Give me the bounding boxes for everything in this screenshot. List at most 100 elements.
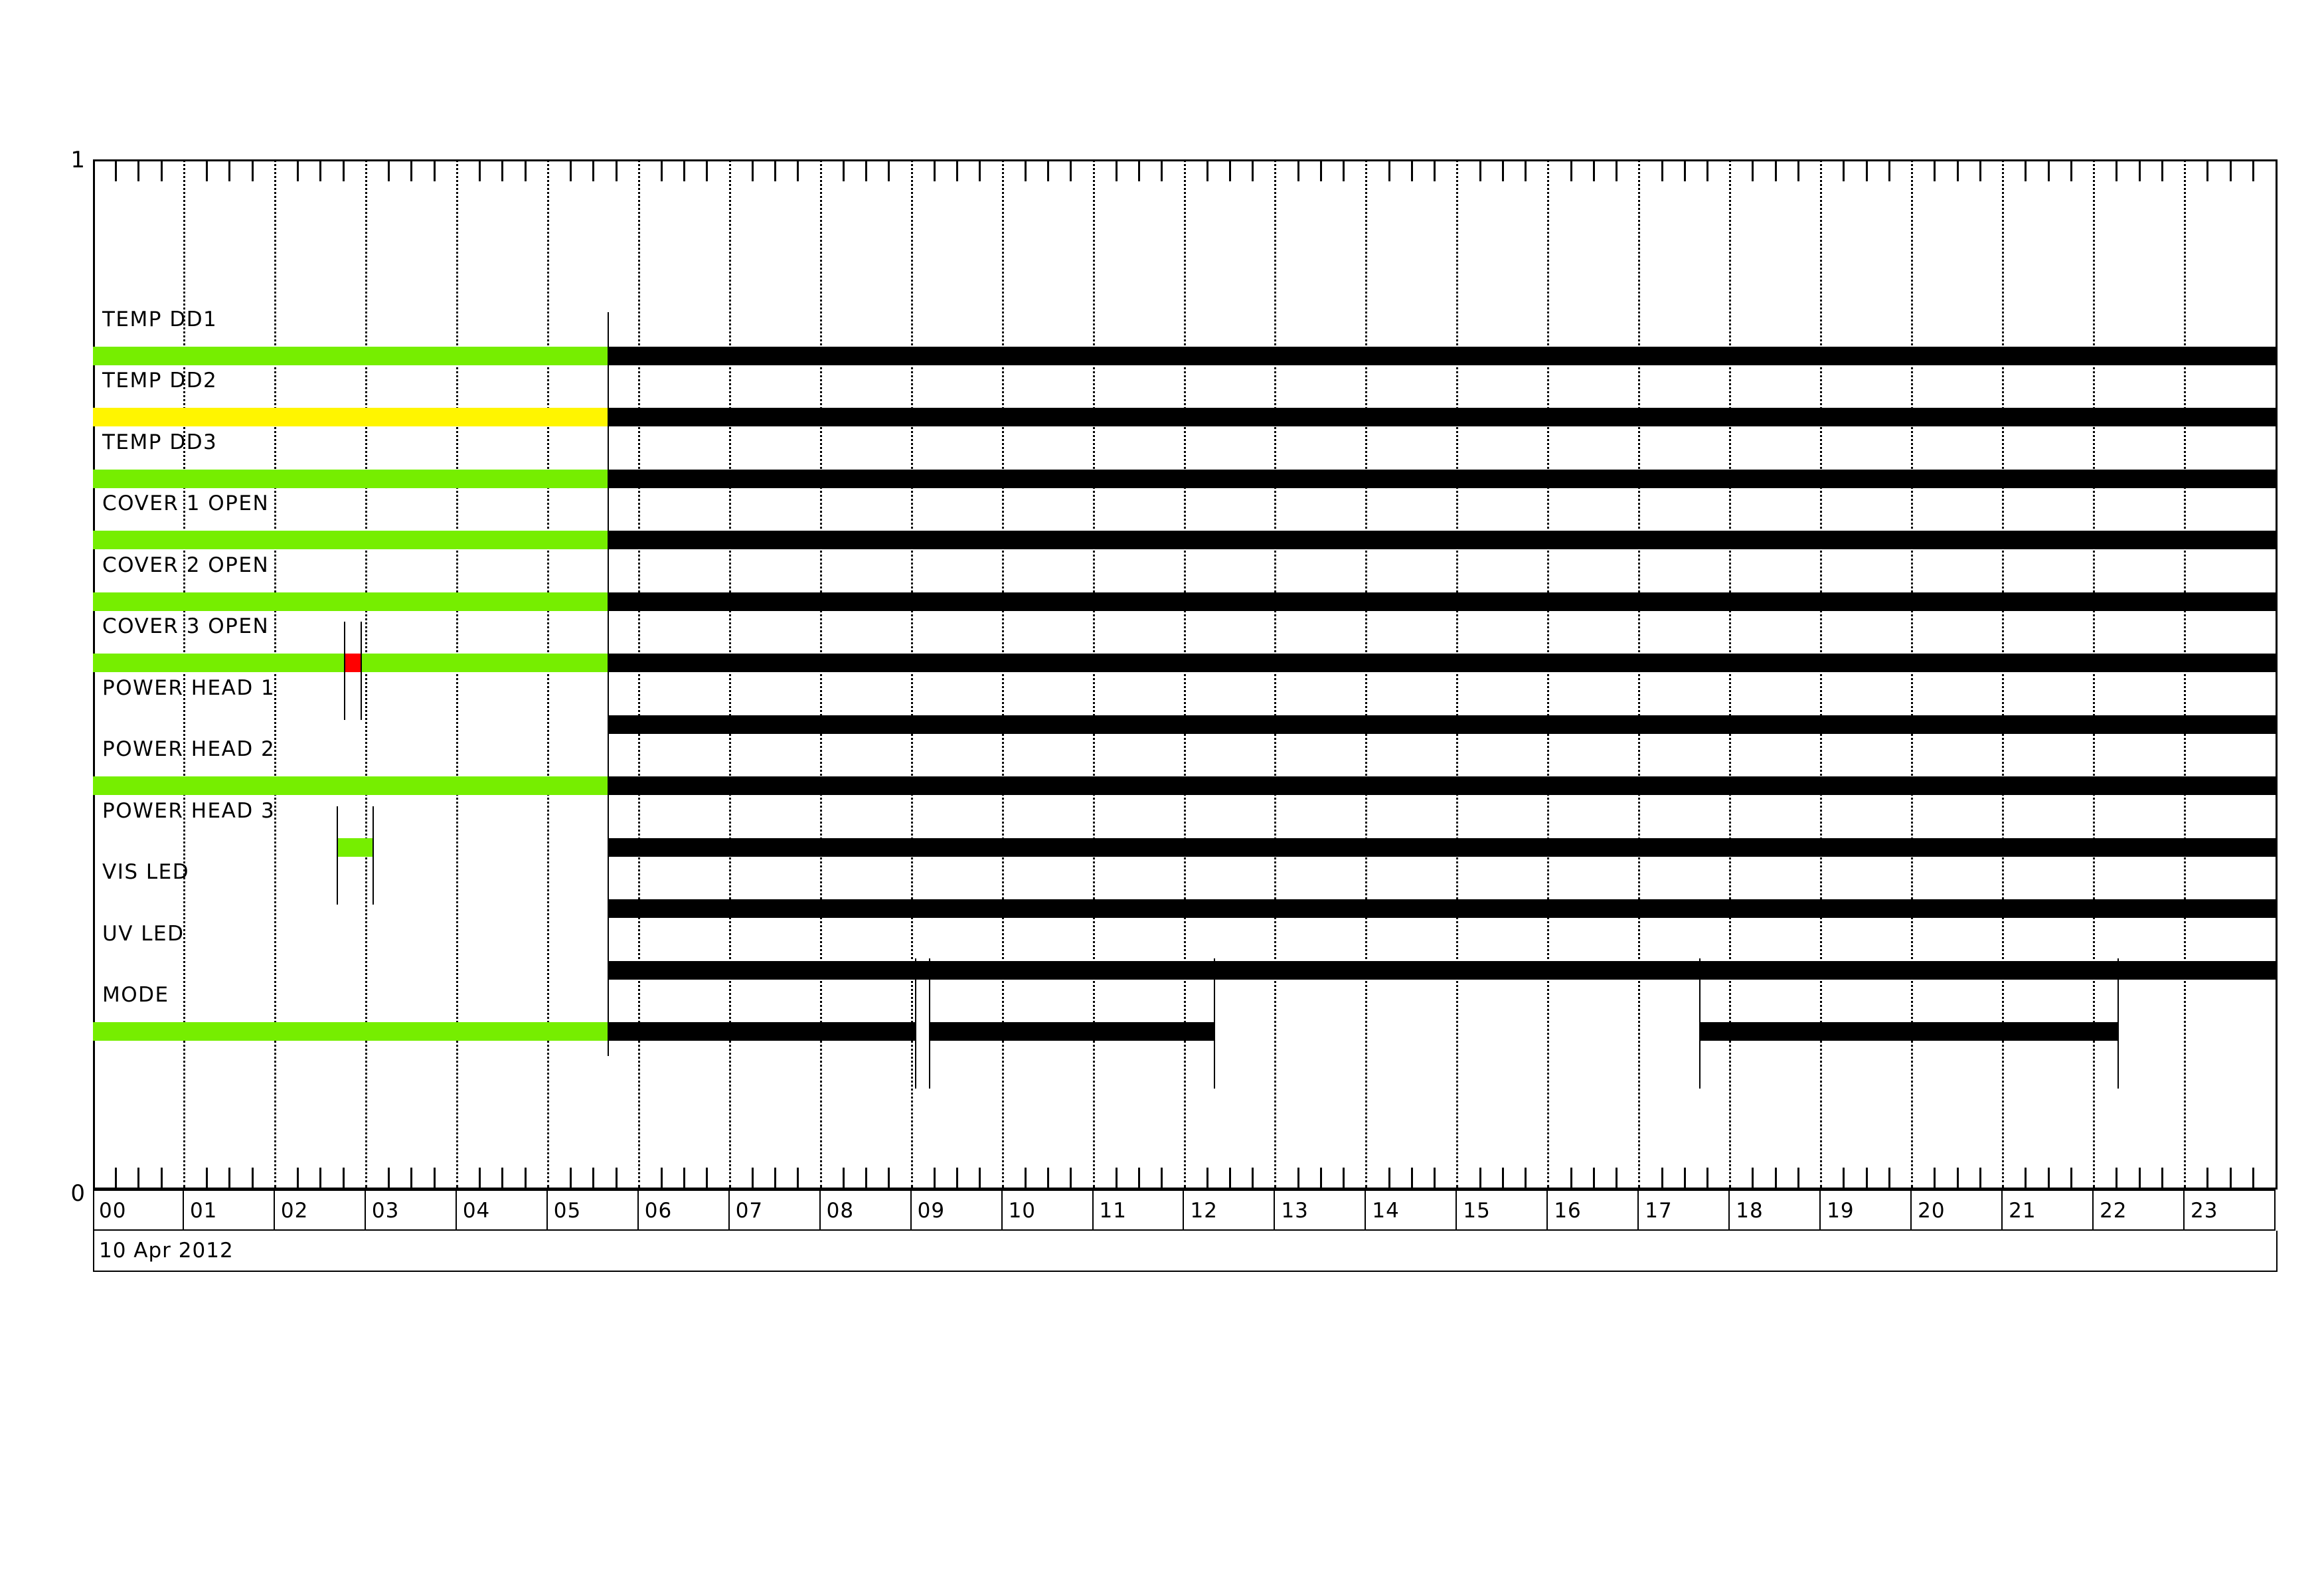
event-marker-cover3-end bbox=[361, 622, 363, 720]
axis-tick-minor bbox=[2025, 161, 2027, 181]
axis-tick-minor bbox=[751, 161, 754, 181]
axis-tick-minor bbox=[706, 161, 708, 181]
bar-segment-power-head-3-black bbox=[608, 838, 2276, 857]
gridline-hour-20 bbox=[1911, 159, 1914, 1188]
hour-cell-02: 02 bbox=[275, 1191, 366, 1231]
axis-tick-minor bbox=[683, 161, 686, 181]
axis-tick-minor bbox=[1388, 161, 1390, 181]
bar-segment-temp-dd2-black bbox=[608, 408, 2276, 426]
gridline-hour-14 bbox=[1365, 159, 1368, 1188]
hour-cell-14: 14 bbox=[1366, 1191, 1457, 1231]
axis-tick-minor bbox=[1570, 161, 1572, 181]
bar-segment-power-head-2-green bbox=[93, 776, 609, 795]
gridline-hour-06 bbox=[637, 159, 640, 1188]
axis-tick-minor bbox=[2161, 161, 2163, 181]
gridline-hour-07 bbox=[728, 159, 731, 1188]
axis-tick-minor bbox=[2070, 1168, 2072, 1188]
axis-tick-minor bbox=[2116, 161, 2118, 181]
axis-tick-minor bbox=[865, 1168, 868, 1188]
event-marker-mode-gap-end bbox=[929, 958, 931, 1089]
axis-tick-minor bbox=[479, 1168, 481, 1188]
bar-segment-mode-green bbox=[93, 1022, 609, 1041]
axis-tick-minor bbox=[1525, 1168, 1527, 1188]
hour-cell-01: 01 bbox=[184, 1191, 275, 1231]
axis-tick-minor bbox=[1297, 161, 1299, 181]
axis-tick-minor bbox=[115, 161, 118, 181]
axis-tick-minor bbox=[956, 1168, 959, 1188]
bar-segment-cover-3-open-black bbox=[608, 654, 2276, 672]
axis-tick-minor bbox=[297, 1168, 299, 1188]
axis-tick-minor bbox=[137, 1168, 140, 1188]
axis-tick-minor bbox=[1661, 1168, 1663, 1188]
axis-tick-minor bbox=[592, 1168, 595, 1188]
axis-tick-minor bbox=[1115, 1168, 1118, 1188]
axis-tick-minor bbox=[1161, 161, 1163, 181]
hour-cell-07: 07 bbox=[730, 1191, 821, 1231]
axis-tick-minor bbox=[1115, 161, 1118, 181]
axis-tick-minor bbox=[1683, 161, 1686, 181]
event-marker-cover3-start bbox=[343, 622, 345, 720]
axis-tick-minor bbox=[842, 1168, 845, 1188]
axis-tick-minor bbox=[1410, 1168, 1413, 1188]
gridline-hour-19 bbox=[1820, 159, 1823, 1188]
axis-tick-minor bbox=[570, 1168, 572, 1188]
bar-segment-cover-2-open-green bbox=[93, 592, 609, 611]
row-label-power-head-3: POWER HEAD 3 bbox=[102, 799, 276, 823]
axis-tick-minor bbox=[479, 161, 481, 181]
axis-tick-minor bbox=[1956, 161, 1959, 181]
row-label-temp-dd2: TEMP DD2 bbox=[102, 369, 218, 393]
axis-tick-minor bbox=[1979, 1168, 1981, 1188]
hour-cell-13: 13 bbox=[1275, 1191, 1367, 1231]
date-strip: 10 Apr 2012 bbox=[93, 1231, 2278, 1272]
axis-tick-minor bbox=[660, 1168, 663, 1188]
axis-tick-minor bbox=[1797, 161, 1799, 181]
axis-tick-minor bbox=[2070, 161, 2072, 181]
gridline-hour-21 bbox=[2002, 159, 2005, 1188]
axis-tick-minor bbox=[1501, 161, 1504, 181]
row-label-vis-led: VIS LED bbox=[102, 860, 190, 884]
axis-tick-minor bbox=[615, 1168, 618, 1188]
axis-tick-minor bbox=[1138, 161, 1141, 181]
hour-cell-08: 08 bbox=[821, 1191, 912, 1231]
hour-cell-15: 15 bbox=[1457, 1191, 1548, 1231]
axis-tick-minor bbox=[342, 161, 345, 181]
axis-tick-minor bbox=[160, 1168, 163, 1188]
axis-tick-minor bbox=[1843, 161, 1845, 181]
axis-tick-minor bbox=[297, 161, 299, 181]
axis-tick-minor bbox=[1252, 1168, 1254, 1188]
bar-segment-cover-3-open-green bbox=[361, 654, 609, 672]
hour-cell-21: 21 bbox=[2003, 1191, 2094, 1231]
hour-cell-19: 19 bbox=[1821, 1191, 1912, 1231]
axis-tick-minor bbox=[774, 161, 777, 181]
axis-tick-minor bbox=[1206, 161, 1208, 181]
axis-tick-minor bbox=[1047, 1168, 1050, 1188]
axis-tick-minor bbox=[1888, 1168, 1890, 1188]
axis-tick-minor bbox=[1047, 161, 1050, 181]
axis-tick-minor bbox=[1343, 161, 1345, 181]
hour-cell-09: 09 bbox=[912, 1191, 1003, 1231]
row-axis-mark-cover-1-open bbox=[93, 496, 95, 531]
bar-segment-uv-led-black bbox=[608, 961, 2276, 980]
axis-tick-minor bbox=[1616, 1168, 1618, 1188]
bar-segment-mode-black bbox=[930, 1022, 1215, 1041]
axis-tick-minor bbox=[1752, 161, 1754, 181]
axis-tick-minor bbox=[933, 161, 936, 181]
axis-tick-minor bbox=[1888, 161, 1890, 181]
hour-cell-18: 18 bbox=[1730, 1191, 1821, 1231]
axis-tick-minor bbox=[251, 161, 254, 181]
hour-strip-left-border bbox=[93, 1190, 94, 1231]
axis-tick-minor bbox=[1206, 1168, 1208, 1188]
gridline-hour-15 bbox=[1456, 159, 1459, 1188]
gridline-hour-08 bbox=[819, 159, 822, 1188]
gridline-hour-03 bbox=[365, 159, 367, 1188]
axis-tick-minor bbox=[2206, 161, 2209, 181]
axis-tick-minor bbox=[2161, 1168, 2163, 1188]
axis-tick-minor bbox=[1570, 1168, 1572, 1188]
axis-tick-minor bbox=[888, 1168, 890, 1188]
row-label-temp-dd3: TEMP DD3 bbox=[102, 430, 218, 454]
axis-tick-minor bbox=[1706, 161, 1708, 181]
axis-tick-minor bbox=[1161, 1168, 1163, 1188]
axis-tick-minor bbox=[206, 1168, 208, 1188]
axis-tick-minor bbox=[160, 161, 163, 181]
axis-tick-minor bbox=[2138, 161, 2141, 181]
